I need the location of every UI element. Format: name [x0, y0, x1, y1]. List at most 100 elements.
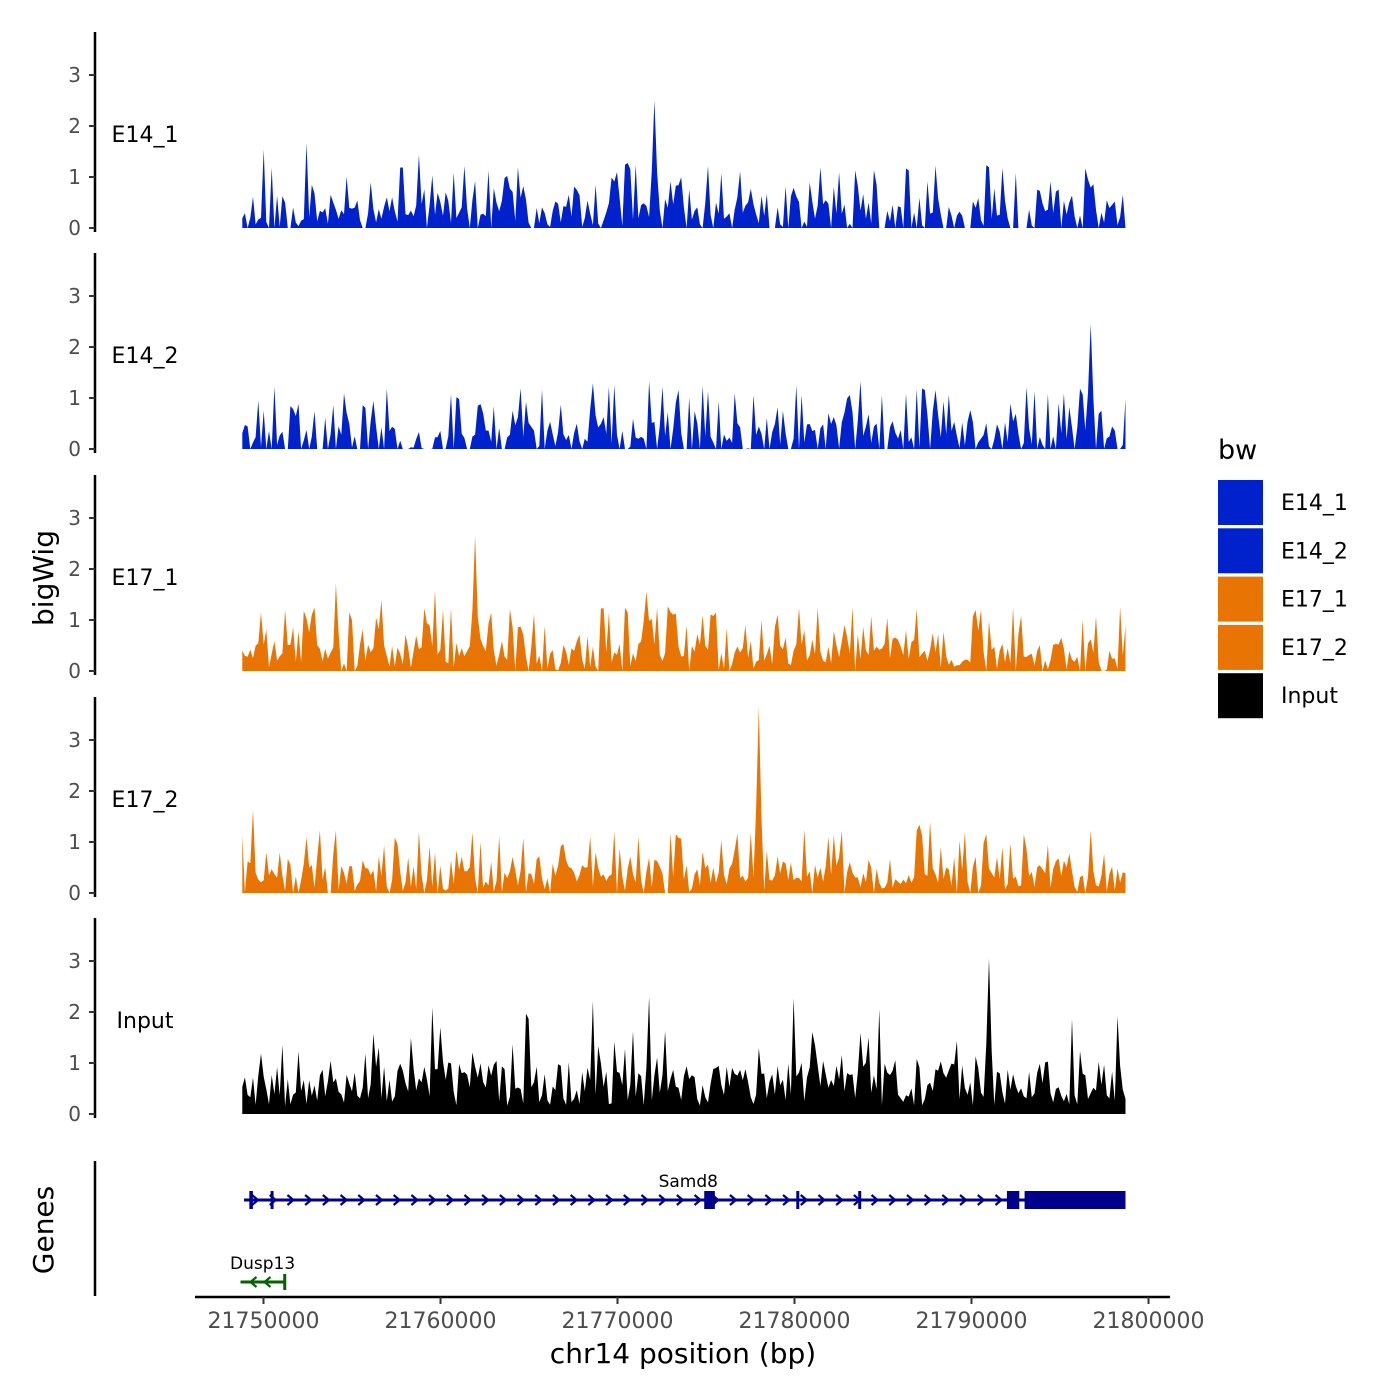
strand-arrow [888, 1194, 897, 1206]
strand-arrow [392, 1194, 402, 1206]
strand-arrow [906, 1194, 915, 1206]
y-tick-label: 0 [68, 1102, 81, 1126]
legend-swatch-input [1218, 673, 1263, 719]
track-e14-2: 0 1 2 3 E14_2 [68, 253, 1126, 461]
strand-arrow [835, 1194, 844, 1206]
signal-area [242, 958, 1126, 1114]
signal-area [242, 100, 1126, 228]
genes-layer: Samd8 Dusp13 [93, 1161, 1126, 1296]
strand-arrow [923, 1194, 933, 1206]
strand-arrow [817, 1194, 827, 1206]
gene-exon [1024, 1191, 1126, 1209]
strand-arrow [693, 1194, 703, 1206]
strand-arrow [251, 1194, 260, 1206]
x-axis-title: chr14 position (bp) [550, 1337, 816, 1370]
legend-swatch-e14-1 [1218, 480, 1263, 525]
signal-area [242, 535, 1126, 671]
strand-arrow [499, 1194, 508, 1206]
strand-arrow [428, 1194, 437, 1206]
strand-arrow [516, 1194, 526, 1206]
y-tick-label: 2 [68, 335, 81, 359]
strand-arrow [375, 1194, 384, 1206]
y-tick-label: 3 [68, 506, 81, 530]
tracks-layer: 0 1 2 3 E14_1 0 1 2 3 E14_2 0 1 2 3 E17_1 0 1 2 3 E17_2 0 1 2 3… [68, 32, 1126, 1126]
x-tick-label: 21800000 [1093, 1309, 1205, 1334]
legend-label: E17_1 [1281, 588, 1348, 613]
legend-label: E17_2 [1281, 636, 1348, 661]
y-axis-title: bigWig [27, 530, 60, 626]
track-label: Input [117, 1009, 174, 1034]
strand-arrow [746, 1194, 756, 1206]
strand-arrow [870, 1194, 880, 1206]
legend: bw E14_1 E14_2 E17_1 E17_2 Input [1218, 435, 1348, 719]
strand-arrow [977, 1194, 986, 1206]
strand-arrow [357, 1194, 366, 1206]
strand-arrow [623, 1194, 632, 1206]
strand-arrow [800, 1194, 809, 1206]
track-e17-1: 0 1 2 3 E17_1 [68, 475, 1126, 683]
track-label: E17_2 [112, 788, 179, 813]
gene-exon [858, 1191, 862, 1209]
y-tick-label: 1 [68, 165, 81, 189]
legend-label: Input [1281, 684, 1338, 709]
track-label: E17_1 [112, 566, 179, 591]
strand-arrow [446, 1194, 455, 1206]
strand-arrow [463, 1194, 473, 1206]
strand-arrow [248, 1276, 258, 1288]
y-tick-label: 1 [68, 830, 81, 854]
strand-arrow [605, 1194, 614, 1206]
x-tick-label: 21770000 [562, 1309, 674, 1334]
y-tick-label: 0 [68, 881, 81, 905]
track-e17-2: 0 1 2 3 E17_2 [68, 697, 1126, 905]
gene-exon [270, 1191, 274, 1209]
gene-label: Samd8 [659, 1172, 718, 1192]
strand-arrow [676, 1194, 685, 1206]
y-tick-label: 1 [68, 608, 81, 632]
strand-arrow [994, 1194, 1004, 1206]
strand-arrow [941, 1194, 951, 1206]
x-tick-label: 21790000 [916, 1309, 1028, 1334]
y-tick-label: 0 [68, 437, 81, 461]
x-tick-label: 21760000 [385, 1309, 497, 1334]
strand-arrow [782, 1194, 791, 1206]
strand-arrow [304, 1194, 313, 1206]
legend-label: E14_2 [1281, 539, 1348, 564]
gene-exon [704, 1191, 715, 1209]
strand-arrow [339, 1194, 349, 1206]
signal-area [242, 706, 1126, 893]
y-tick-label: 3 [68, 284, 81, 308]
y-tick-label: 2 [68, 557, 81, 581]
gene-exon [249, 1191, 253, 1209]
x-axis: 21750000 21760000 21770000 21780000 21790000… [195, 1295, 1205, 1334]
strand-arrow [764, 1194, 774, 1206]
strand-arrow [410, 1194, 420, 1206]
strand-arrow [552, 1194, 561, 1206]
x-tick-label: 21750000 [208, 1309, 320, 1334]
strand-arrow [658, 1194, 667, 1206]
track-input: 0 1 2 3 Input [68, 918, 1126, 1126]
legend-swatch-e17-2 [1218, 624, 1263, 670]
legend-swatch-e14-2 [1218, 528, 1263, 574]
track-e14-1: 0 1 2 3 E14_1 [68, 32, 1126, 240]
strand-arrow [587, 1194, 597, 1206]
y-tick-label: 2 [68, 779, 81, 803]
gene-samd8: Samd8 [244, 1172, 1126, 1209]
strand-arrow [640, 1194, 650, 1206]
strand-arrow [534, 1194, 543, 1206]
strand-arrow [322, 1194, 331, 1206]
legend-swatch-e17-1 [1218, 576, 1263, 622]
y-tick-label: 3 [68, 728, 81, 752]
legend-label: E14_1 [1281, 491, 1348, 516]
gene-label: Dusp13 [230, 1254, 295, 1274]
strand-arrow [729, 1194, 738, 1206]
strand-arrow [569, 1194, 579, 1206]
strand-arrow [959, 1194, 968, 1206]
y-tick-label: 2 [68, 1000, 81, 1024]
y-tick-label: 3 [68, 63, 81, 87]
legend-title: bw [1218, 435, 1257, 466]
y-tick-label: 0 [68, 216, 81, 240]
strand-arrow [481, 1194, 490, 1206]
gene-dusp13: Dusp13 [230, 1254, 295, 1290]
